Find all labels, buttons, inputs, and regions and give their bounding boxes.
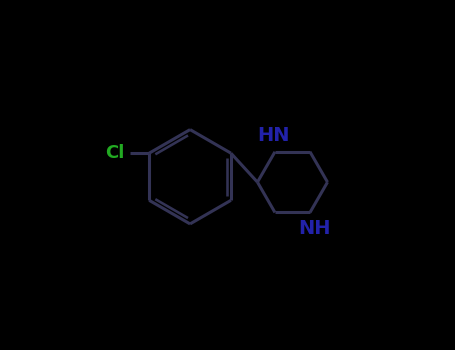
Text: Cl: Cl	[106, 144, 125, 162]
Text: HN: HN	[258, 126, 290, 145]
Text: NH: NH	[298, 219, 330, 238]
